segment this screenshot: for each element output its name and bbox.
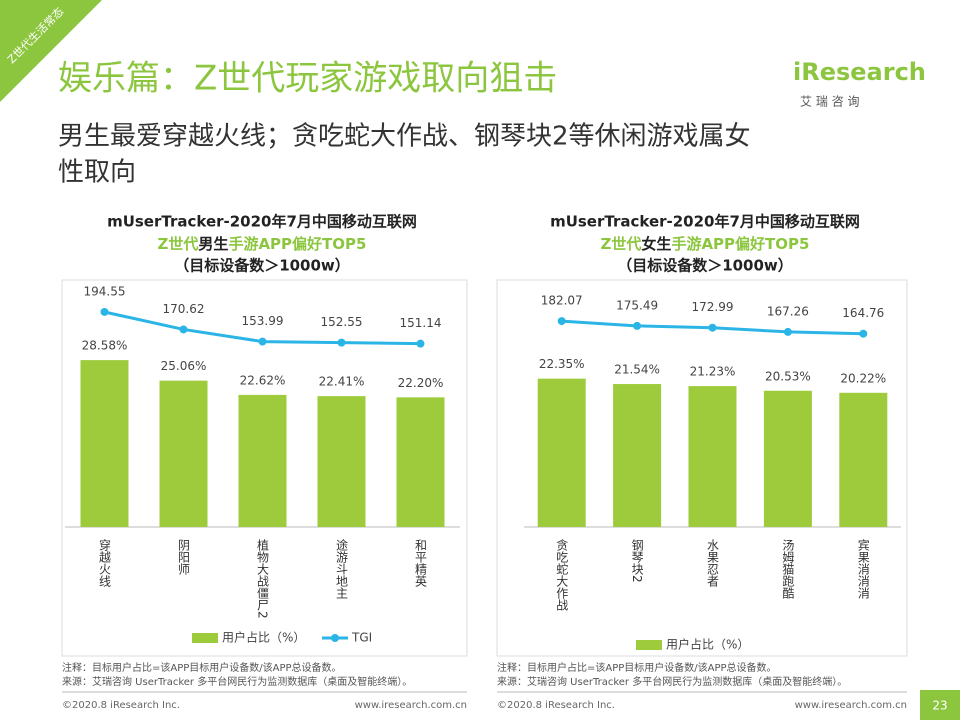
value-label: 175.49 <box>616 298 658 312</box>
tgi-point <box>708 323 717 332</box>
chart-title-part: 手游APP偏好TOP5 <box>671 235 809 253</box>
tgi-point <box>783 327 792 336</box>
value-label: 28.58% <box>82 339 128 353</box>
note: 注释：目标用户占比=该APP目标用户设备数/该APP总设备数。 <box>62 661 342 674</box>
tgi-point <box>179 325 188 334</box>
x-tick-label: 植物大战僵尸2 <box>256 538 270 619</box>
tgi-point <box>557 317 566 326</box>
tgi-point <box>337 338 346 347</box>
legend-swatch <box>636 640 662 650</box>
subtitle: 性取向 <box>58 158 136 188</box>
legend-label: 用户占比（%） <box>666 637 749 652</box>
chart-title: （目标设备数＞1000w） <box>617 257 793 275</box>
x-tick-label: 贪吃蛇大作战 <box>555 538 569 612</box>
tgi-point <box>633 321 642 330</box>
logo-sub: 艾 瑞 咨 询 <box>800 94 859 109</box>
chart-title: Z世代女生手游APP偏好TOP5 <box>601 235 810 253</box>
chart-title: Z世代男生手游APP偏好TOP5 <box>158 235 367 253</box>
x-tick-label: 穿越火线 <box>98 538 112 587</box>
tgi-point <box>258 337 267 346</box>
chart-title: mUserTracker-2020年7月中国移动互联网 <box>107 213 417 231</box>
chart-title-part: Z世代 <box>601 235 642 253</box>
page-number: 23 <box>932 699 947 713</box>
legend-label: 用户占比（%） <box>222 630 305 645</box>
tgi-point <box>100 307 109 316</box>
value-label: 182.07 <box>541 294 583 308</box>
note: 来源：艾瑞咨询 UserTracker 多平台网民行为监测数据库（桌面及智能终端… <box>497 675 847 688</box>
value-label: 20.22% <box>840 371 886 385</box>
value-label: 172.99 <box>692 300 734 314</box>
panel <box>496 279 908 657</box>
logo: iResearch <box>793 58 926 86</box>
bar <box>396 397 445 527</box>
note: 注释：目标用户占比=该APP目标用户设备数/该APP总设备数。 <box>497 661 777 674</box>
x-tick-label: 途游斗地主 <box>335 538 349 599</box>
chart-title: （目标设备数＞1000w） <box>174 257 350 275</box>
value-label: 20.53% <box>765 369 811 383</box>
bar <box>688 386 737 527</box>
value-label: 152.55 <box>321 315 363 329</box>
value-label: 22.62% <box>240 373 286 387</box>
note: 来源：艾瑞咨询 UserTracker 多平台网民行为监测数据库（桌面及智能终端… <box>62 675 412 688</box>
tgi-point <box>416 339 425 348</box>
value-label: 151.14 <box>400 316 442 330</box>
chart-title-part: Z世代 <box>158 235 199 253</box>
url: www.iresearch.com.cn <box>795 700 907 711</box>
legend-swatch <box>192 633 218 643</box>
copyright: ©2020.8 iResearch Inc. <box>497 700 615 711</box>
chart-title-part: 女生 <box>641 235 671 253</box>
legend-dot <box>331 634 339 642</box>
slide-title: 娱乐篇：Z世代玩家游戏取向狙击 <box>58 59 557 99</box>
value-label: 167.26 <box>767 304 809 318</box>
x-tick-label: 宾果消消消 <box>856 538 870 599</box>
value-label: 22.20% <box>398 376 444 390</box>
value-label: 194.55 <box>84 284 126 298</box>
chart-title-part: 手游APP偏好TOP5 <box>228 235 366 253</box>
chart-title-part: 男生 <box>198 235 228 253</box>
value-label: 21.54% <box>614 363 660 377</box>
value-label: 25.06% <box>161 359 207 373</box>
page-box <box>920 690 960 720</box>
bar <box>238 394 287 527</box>
corner-tag-bg <box>0 0 102 102</box>
chart-title: mUserTracker-2020年7月中国移动互联网 <box>550 213 860 231</box>
x-tick-label: 钢琴块2 <box>630 539 644 583</box>
bar <box>763 390 812 527</box>
value-label: 153.99 <box>242 314 284 328</box>
tgi-point <box>859 329 868 338</box>
bar <box>613 384 662 527</box>
value-label: 164.76 <box>842 306 884 320</box>
legend-label: TGI <box>351 631 372 645</box>
x-tick-label: 水果忍者 <box>706 539 720 588</box>
bar <box>80 360 129 527</box>
x-tick-label: 和平精英 <box>414 539 428 587</box>
subtitle: 男生最爱穿越火线；贪吃蛇大作战、钢琴块2等休闲游戏属女 <box>58 122 751 152</box>
value-label: 21.23% <box>690 365 736 379</box>
x-tick-label: 阴阳师 <box>177 539 191 575</box>
url: www.iresearch.com.cn <box>355 700 467 711</box>
x-tick-label: 汤姆猫跑酷 <box>781 539 795 599</box>
bar <box>317 396 366 527</box>
copyright: ©2020.8 iResearch Inc. <box>62 700 180 711</box>
bar <box>839 392 888 527</box>
value-label: 22.41% <box>319 375 365 389</box>
bar <box>537 378 586 527</box>
value-label: 22.35% <box>539 357 585 371</box>
bar <box>159 380 208 527</box>
value-label: 170.62 <box>163 302 205 316</box>
panel <box>61 279 468 657</box>
